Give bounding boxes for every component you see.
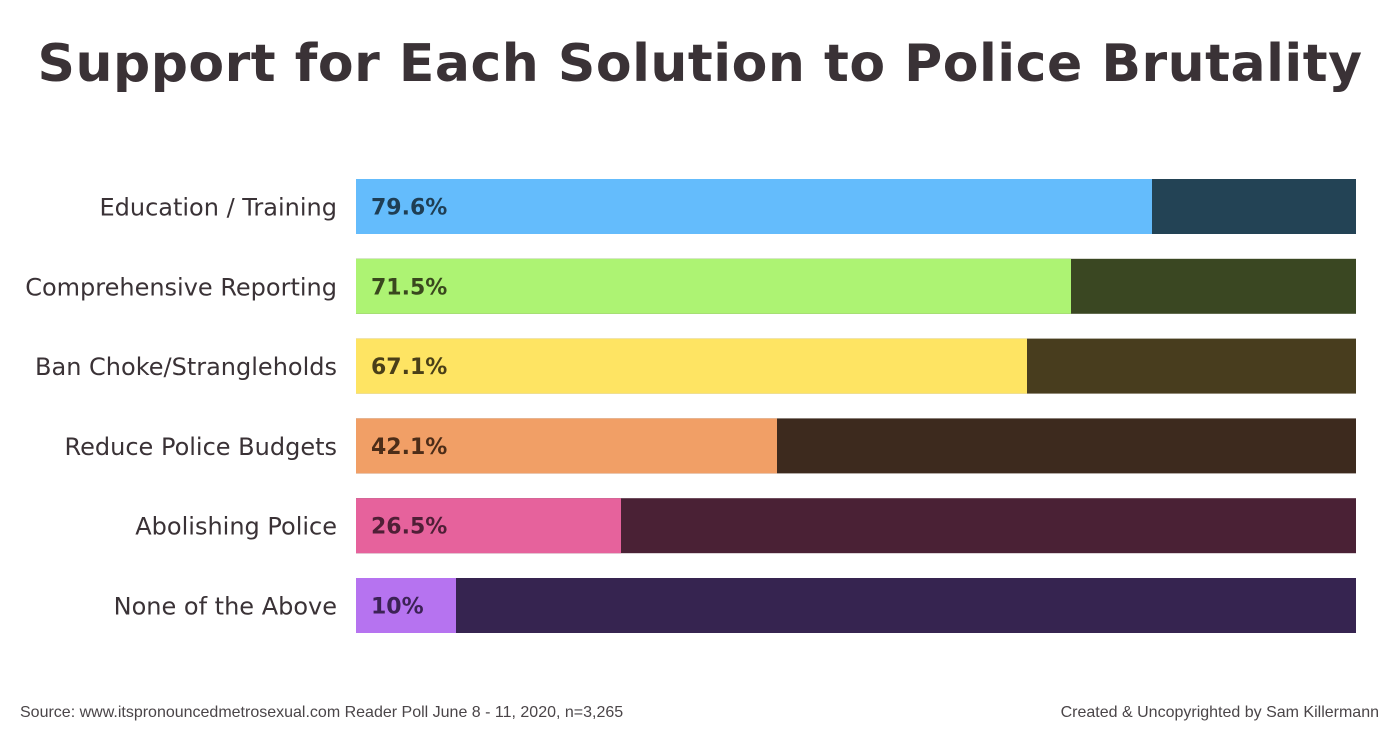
value-label-education-training: 79.6% [371,196,447,221]
value-label-comprehensive-reporting: 71.5% [371,275,447,300]
bar-group-reduce-police-budgets: Reduce Police Budgets 42.1% [65,418,1356,474]
value-label-none-of-the-above: 10% [371,595,424,620]
value-label-reduce-police-budgets: 42.1% [371,435,447,460]
bar-abolishing-police [356,498,621,554]
credit-note: Created & Uncopyrighted by Sam Killerman… [1060,704,1379,721]
category-label-reduce-police-budgets: Reduce Police Budgets [65,433,337,461]
bar-reduce-police-budgets [356,418,777,474]
category-label-education-training: Education / Training [99,194,337,222]
bar-group-abolishing-police: Abolishing Police 26.5% [135,498,1356,554]
bar-remainder-none-of-the-above [356,578,1356,633]
bar-ban-choke-strangleholds [356,338,1027,394]
bar-group-education-training: Education / Training 79.6% [99,179,1356,234]
bar-group-ban-choke-strangleholds: Ban Choke/Strangleholds 67.1% [35,338,1356,394]
category-label-ban-choke-strangleholds: Ban Choke/Strangleholds [35,353,337,381]
chart-title: Support for Each Solution to Police Brut… [37,34,1363,94]
category-label-abolishing-police: Abolishing Police [135,513,337,541]
bar-group-none-of-the-above: None of the Above 10% [114,578,1356,633]
value-label-ban-choke-strangleholds: 67.1% [371,355,447,380]
value-label-abolishing-police: 26.5% [371,515,447,540]
bar-comprehensive-reporting [356,258,1071,314]
source-note: Source: www.itspronouncedmetrosexual.com… [20,704,624,721]
bar-none-of-the-above [356,578,456,633]
category-label-comprehensive-reporting: Comprehensive Reporting [25,273,337,301]
category-label-none-of-the-above: None of the Above [114,593,337,621]
bar-education-training [356,179,1152,234]
bar-group-comprehensive-reporting: Comprehensive Reporting 71.5% [25,258,1356,314]
